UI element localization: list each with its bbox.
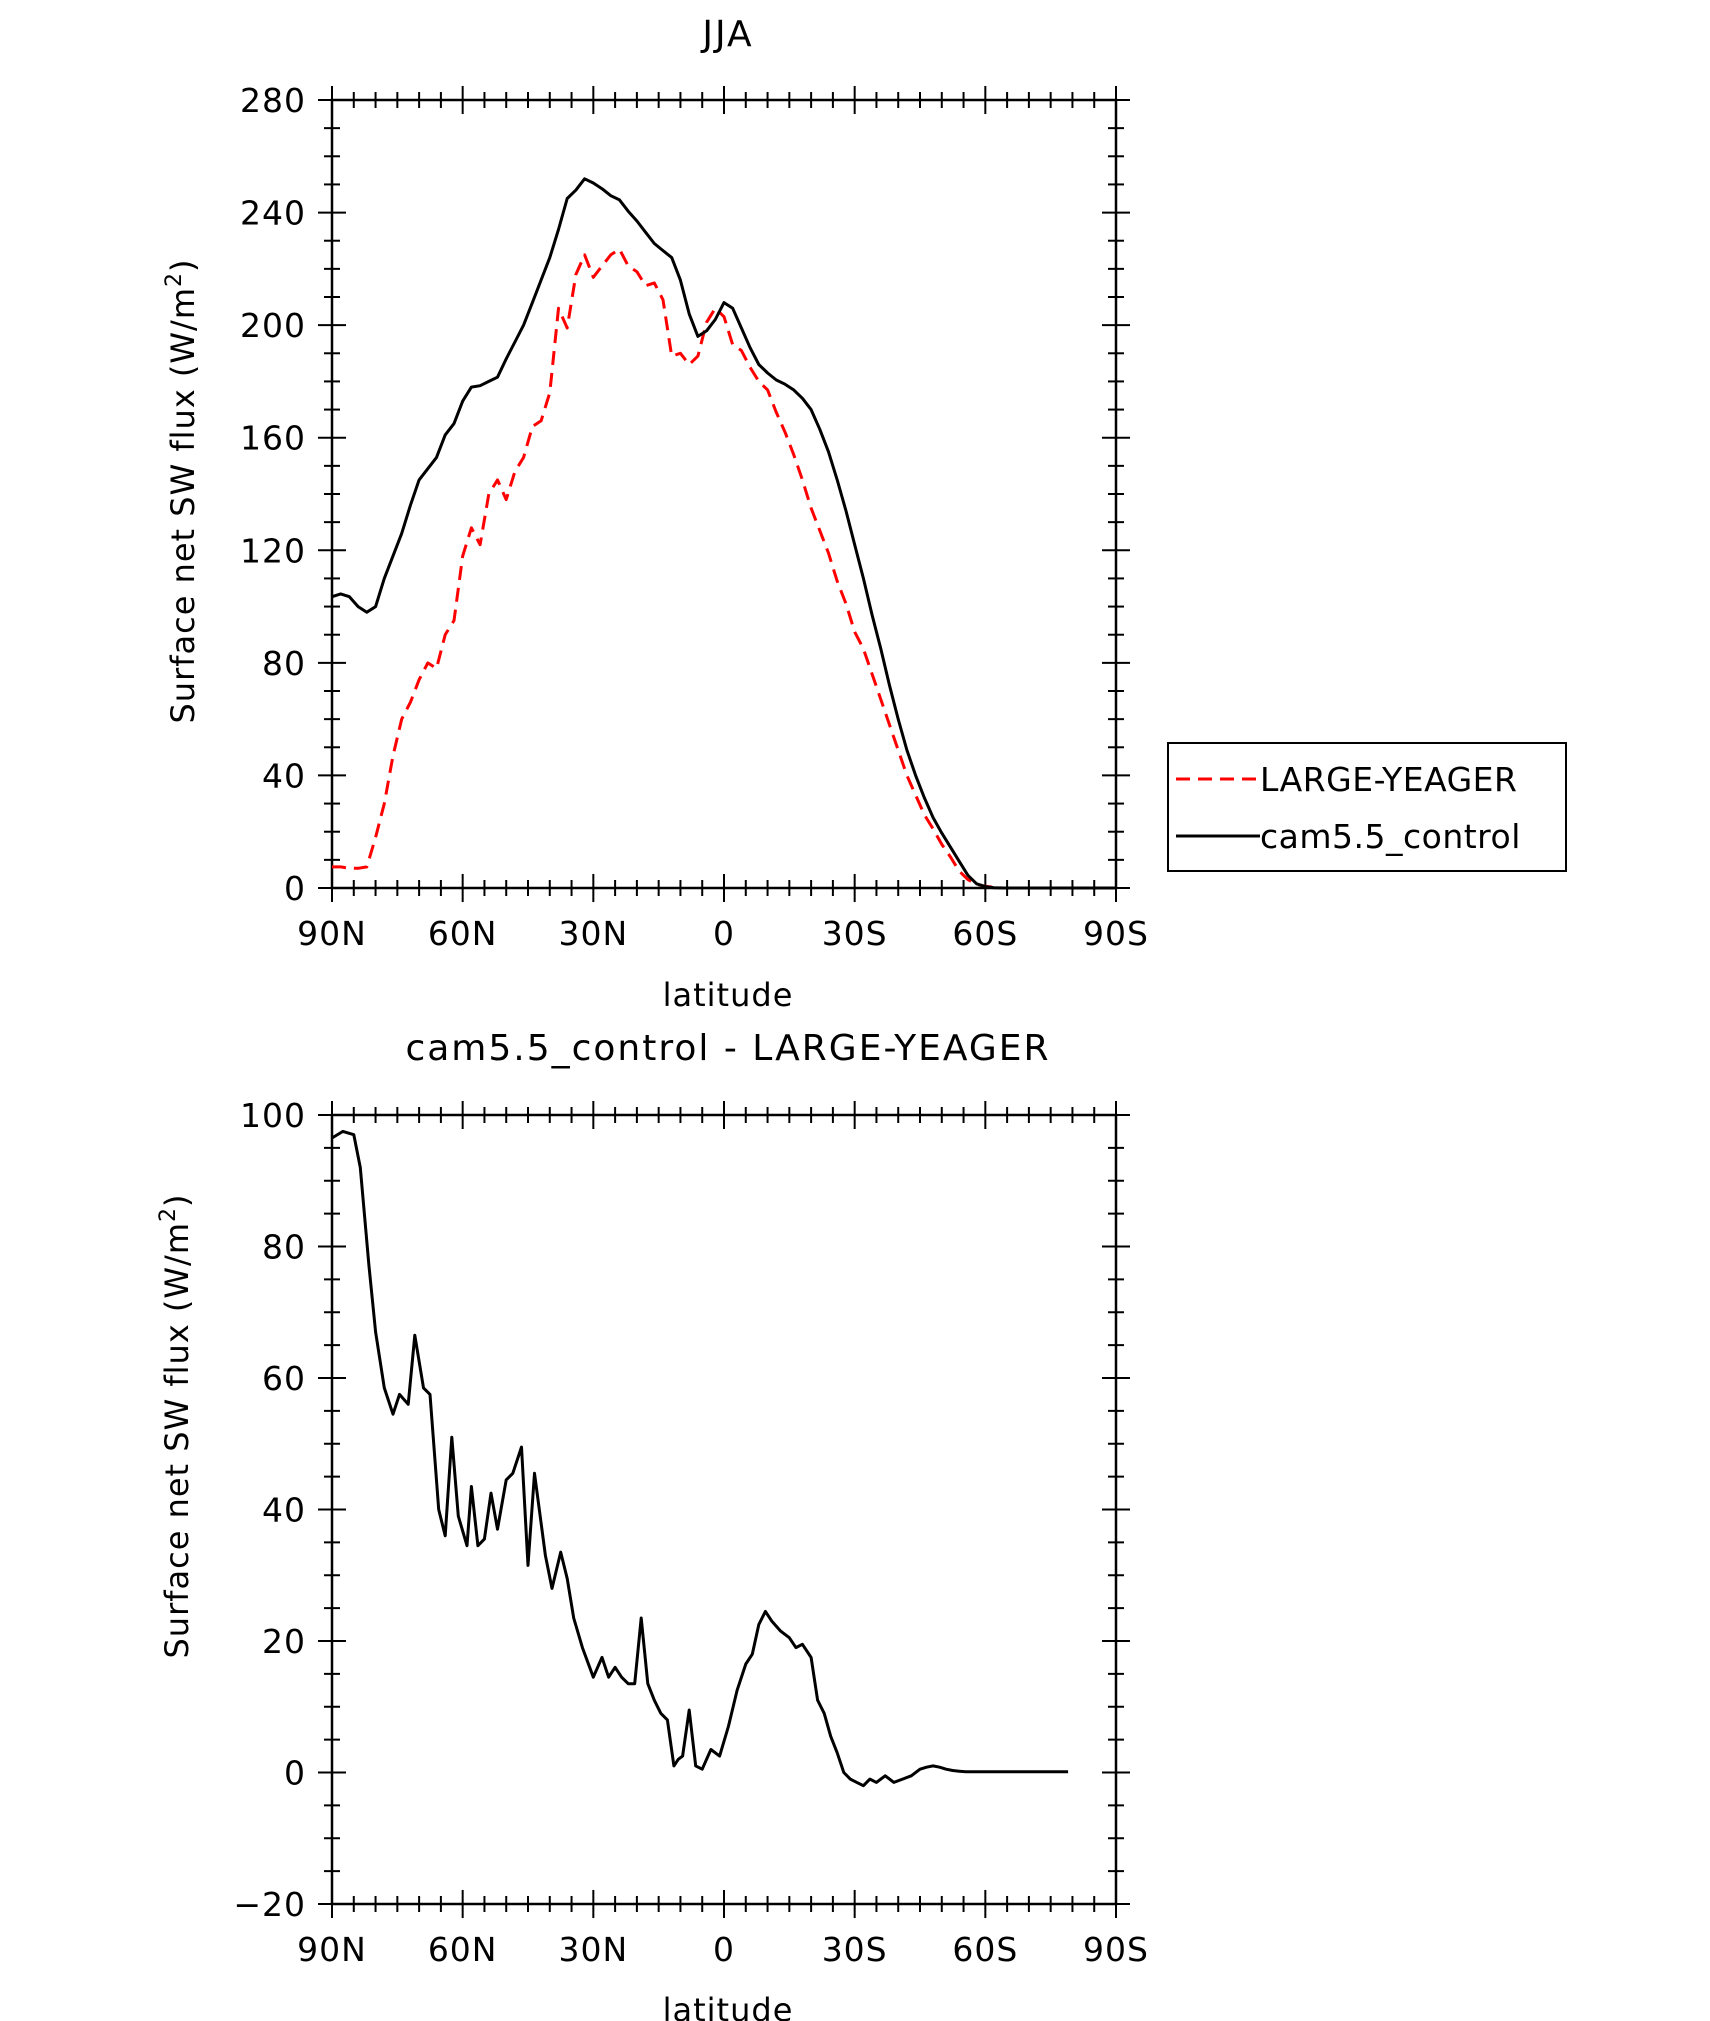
legend-label-cam5-5-control: cam5.5_control [1260, 817, 1521, 856]
top-series-line-large-yeager [332, 247, 1116, 890]
bottom-y-tick-label: 0 [284, 1754, 306, 1793]
bottom-x-tick-label: 30S [822, 1930, 888, 1969]
top-series-line-cam5-5-control [331, 177, 1116, 890]
top-x-tick-label: 60S [952, 914, 1018, 953]
bottom-chart-title: cam5.5_control - LARGE-YEAGER [405, 1028, 1050, 1069]
top-x-tick-label: 90N [297, 914, 367, 953]
legend-label-large-yeager: LARGE-YEAGER [1260, 760, 1517, 799]
top-y-tick-label: 280 [240, 81, 306, 120]
bottom-y-tick-label: 60 [262, 1359, 306, 1398]
bottom-x-tick-label: 90S [1083, 1930, 1149, 1969]
top-x-tick-label: 30N [558, 914, 628, 953]
bottom-plot-frame [330, 1113, 1118, 1906]
bottom-x-tick-label: 60S [952, 1930, 1018, 1969]
bottom-y-tick-label: 80 [262, 1228, 306, 1267]
top-plot-frame [330, 98, 1118, 890]
bottom-chart-x-axis-label: latitude [663, 1991, 794, 2021]
top-y-tick-label: 40 [262, 756, 306, 795]
top-y-tick-label: 240 [240, 194, 306, 233]
bottom-x-tick-label: 30N [558, 1930, 628, 1969]
bottom-chart-series [331, 1129, 1069, 1788]
top-chart-x-axis-label: latitude [663, 976, 794, 1014]
bottom-y-tick-label: 40 [262, 1491, 306, 1530]
bottom-y-tick-label: −20 [233, 1885, 306, 1924]
bottom-y-tick-label: 100 [240, 1096, 306, 1135]
top-y-tick-label: 120 [240, 531, 306, 570]
bottom-y-tick-label: 20 [262, 1622, 306, 1661]
bottom-x-tick-label: 60N [428, 1930, 498, 1969]
top-x-tick-label: 30S [822, 914, 888, 953]
top-y-tick-label: 0 [284, 869, 306, 908]
top-y-tick-label: 80 [262, 644, 306, 683]
top-x-tick-label: 0 [713, 914, 735, 953]
top-x-tick-label: 90S [1083, 914, 1149, 953]
top-x-tick-label: 60N [428, 914, 498, 953]
top-chart-title: JJA [700, 14, 753, 55]
top-chart-legend: LARGE-YEAGER cam5.5_control [1167, 742, 1567, 872]
top-chart-panel: JJA 90N 60N 30N 0 30S 60S 90S 0 40 80 120 160 200 240… [162, 14, 1567, 1014]
bottom-x-tick-label: 0 [713, 1930, 735, 1969]
top-y-tick-label: 160 [240, 419, 306, 458]
legend-box [1167, 742, 1567, 872]
top-chart-axes: 90N 60N 30N 0 30S 60S 90S 0 40 80 120 160 200 240 280 [240, 81, 1149, 953]
top-y-tick-label: 200 [240, 306, 306, 345]
bottom-chart-axes: 90N 60N 30N 0 30S 60S 90S −20 0 20 40 60 80 100 [233, 1096, 1149, 1969]
bottom-series-line-difference [331, 1129, 1069, 1788]
top-chart-y-axis-label: Surface net SW flux (W/m2) [162, 259, 202, 724]
bottom-x-tick-label: 90N [297, 1930, 367, 1969]
top-chart-series [331, 177, 1116, 890]
bottom-chart-y-axis-label: Surface net SW flux (W/m2) [156, 1194, 196, 1659]
bottom-chart-panel: cam5.5_control - LARGE-YEAGER 90N 60N 30N 0… [156, 1028, 1149, 2021]
